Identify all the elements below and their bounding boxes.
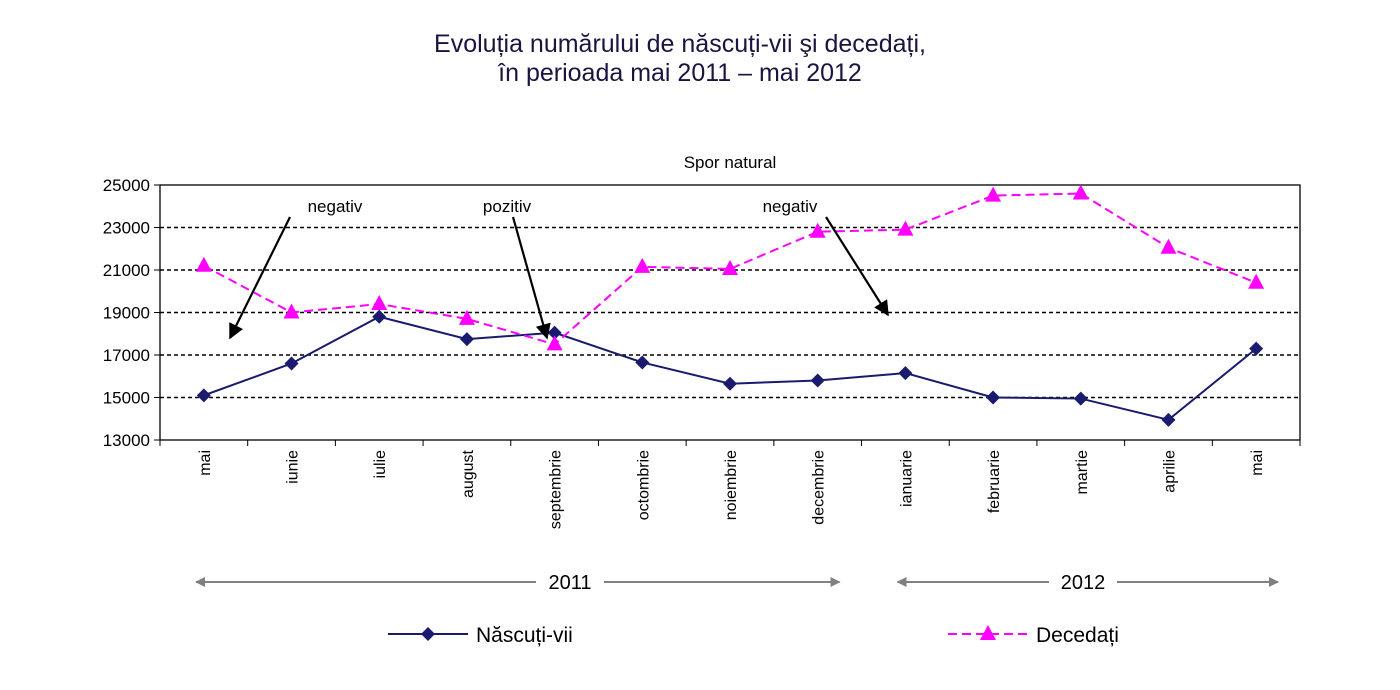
x-tick-label: septembrie <box>548 450 565 529</box>
legend-marker <box>980 625 996 640</box>
y-tick-label: 25000 <box>103 176 150 195</box>
annotation-label: negativ <box>763 197 818 216</box>
x-tick-label: iunie <box>285 450 302 484</box>
chart-subtitle: Spor natural <box>684 153 777 172</box>
series-1 <box>196 309 1264 427</box>
data-point <box>722 259 738 275</box>
chart-title: Evoluția numărului de născuți-vii şi dec… <box>0 30 1360 88</box>
data-point <box>371 295 388 310</box>
data-point <box>546 335 563 351</box>
annotation-label: pozitiv <box>483 197 532 216</box>
data-point <box>1073 391 1088 406</box>
data-point <box>372 309 387 324</box>
data-point <box>985 186 1002 202</box>
chart-title-line-1: Evoluția numărului de născuți-vii şi dec… <box>434 30 926 58</box>
y-tick-label: 21000 <box>103 261 150 280</box>
data-point <box>195 256 212 272</box>
data-point <box>898 366 913 381</box>
data-point <box>1160 238 1177 254</box>
y-tick-label: 17000 <box>103 346 150 365</box>
data-point <box>1161 412 1176 427</box>
data-point <box>458 309 475 325</box>
data-point <box>1072 184 1089 200</box>
year-label: 2011 <box>548 572 591 594</box>
chart-title-line-2: în perioada mai 2011 – mai 2012 <box>498 59 862 87</box>
data-point <box>986 390 1001 405</box>
year-label: 2012 <box>1061 572 1106 594</box>
x-tick-label: ianuarie <box>898 450 915 507</box>
x-tick-label: mai <box>197 450 214 476</box>
x-tick-label: februarie <box>986 450 1003 513</box>
legend-item-2: Decedați <box>948 624 1119 647</box>
legend: Născuți-vii Decedați <box>388 624 1119 647</box>
x-tick-label: mai <box>1249 450 1266 476</box>
grid-lines <box>159 184 1301 441</box>
x-tick-label: octombrie <box>635 450 652 520</box>
data-point <box>547 325 562 340</box>
x-tick-label: noiembrie <box>723 450 740 520</box>
data-point <box>810 373 825 388</box>
annotation-arrow <box>825 216 889 317</box>
annotation-label: negativ <box>308 197 363 216</box>
data-point <box>897 220 914 236</box>
data-point <box>283 303 300 319</box>
x-tick-label: decembrie <box>811 450 828 525</box>
data-point <box>723 376 737 391</box>
year-ranges: 2011 2012 <box>195 572 1279 594</box>
annotations: negativ pozitiv negativ <box>229 197 889 340</box>
y-tick-label: 13000 <box>103 431 150 450</box>
series-2 <box>195 184 1265 351</box>
legend-label: Decedați <box>1036 624 1119 647</box>
annotation-arrow <box>511 216 551 340</box>
y-tick-label: 23000 <box>103 219 150 238</box>
data-point <box>1248 273 1265 289</box>
y-axis: 13000 15000 17000 19000 21000 23000 25000 <box>103 176 160 450</box>
legend-marker <box>421 627 435 641</box>
legend-label: Născuți-vii <box>476 624 573 647</box>
x-tick-label: aprilie <box>1161 450 1178 493</box>
x-axis: mai iunie iulie august septembrie octombrie no… <box>159 440 1301 529</box>
data-point <box>635 355 650 370</box>
y-tick-label: 19000 <box>103 304 150 323</box>
x-tick-label: iulie <box>372 450 389 479</box>
series-layer <box>195 184 1265 427</box>
x-tick-label: august <box>460 449 477 498</box>
y-tick-label: 15000 <box>103 389 150 408</box>
data-point <box>809 222 826 238</box>
series-line <box>203 315 1257 421</box>
x-tick-label: martie <box>1074 450 1091 495</box>
annotation-arrow <box>229 216 291 340</box>
data-point <box>459 332 474 347</box>
legend-item-1: Născuți-vii <box>388 624 573 647</box>
data-point <box>196 388 211 403</box>
data-point <box>284 356 299 371</box>
data-point <box>634 257 651 273</box>
data-point <box>1249 341 1264 356</box>
